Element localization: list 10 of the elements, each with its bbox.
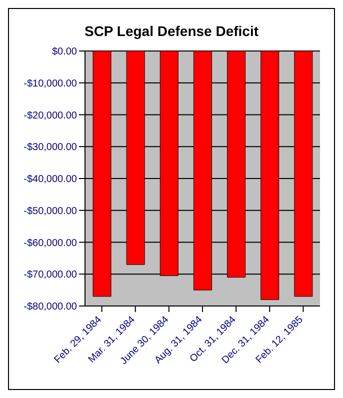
y-tick-label: -$10,000.00 [24, 78, 78, 90]
y-tick-label: -$70,000.00 [24, 270, 78, 281]
y-tick-label: -$30,000.00 [24, 142, 78, 154]
y-tick-label: -$50,000.00 [24, 206, 78, 217]
y-tick-label: -$20,000.00 [24, 110, 78, 122]
y-tick-label: -$60,000.00 [24, 238, 78, 249]
y-tick-label: -$80,000.00 [24, 302, 78, 313]
y-tick-label: $0.00 [52, 46, 78, 58]
y-tick-label: -$40,000.00 [24, 174, 78, 186]
chart-title: SCP Legal Defense Deficit [83, 23, 260, 39]
